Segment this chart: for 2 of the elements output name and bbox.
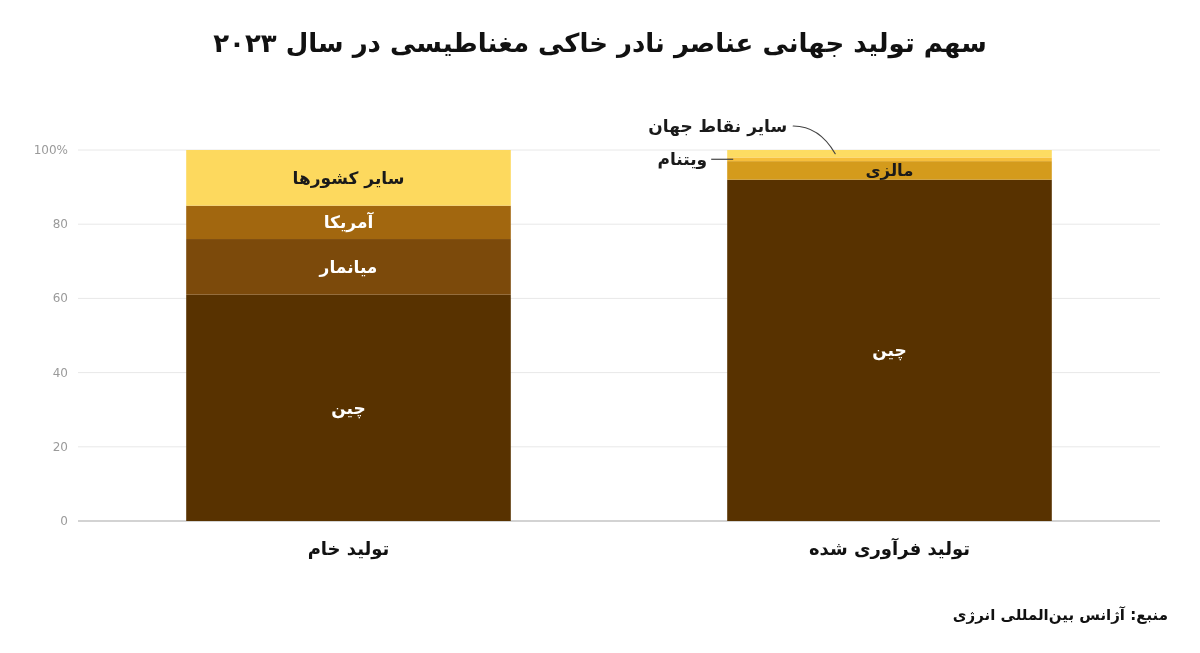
annotation: منبع: آژانس بین‌المللی انرژی [952,606,1168,624]
title: سهم تولید جهانی عناصر نادر خاکی مغناطیسی در سال ۲۰۲۳ [213,28,987,58]
